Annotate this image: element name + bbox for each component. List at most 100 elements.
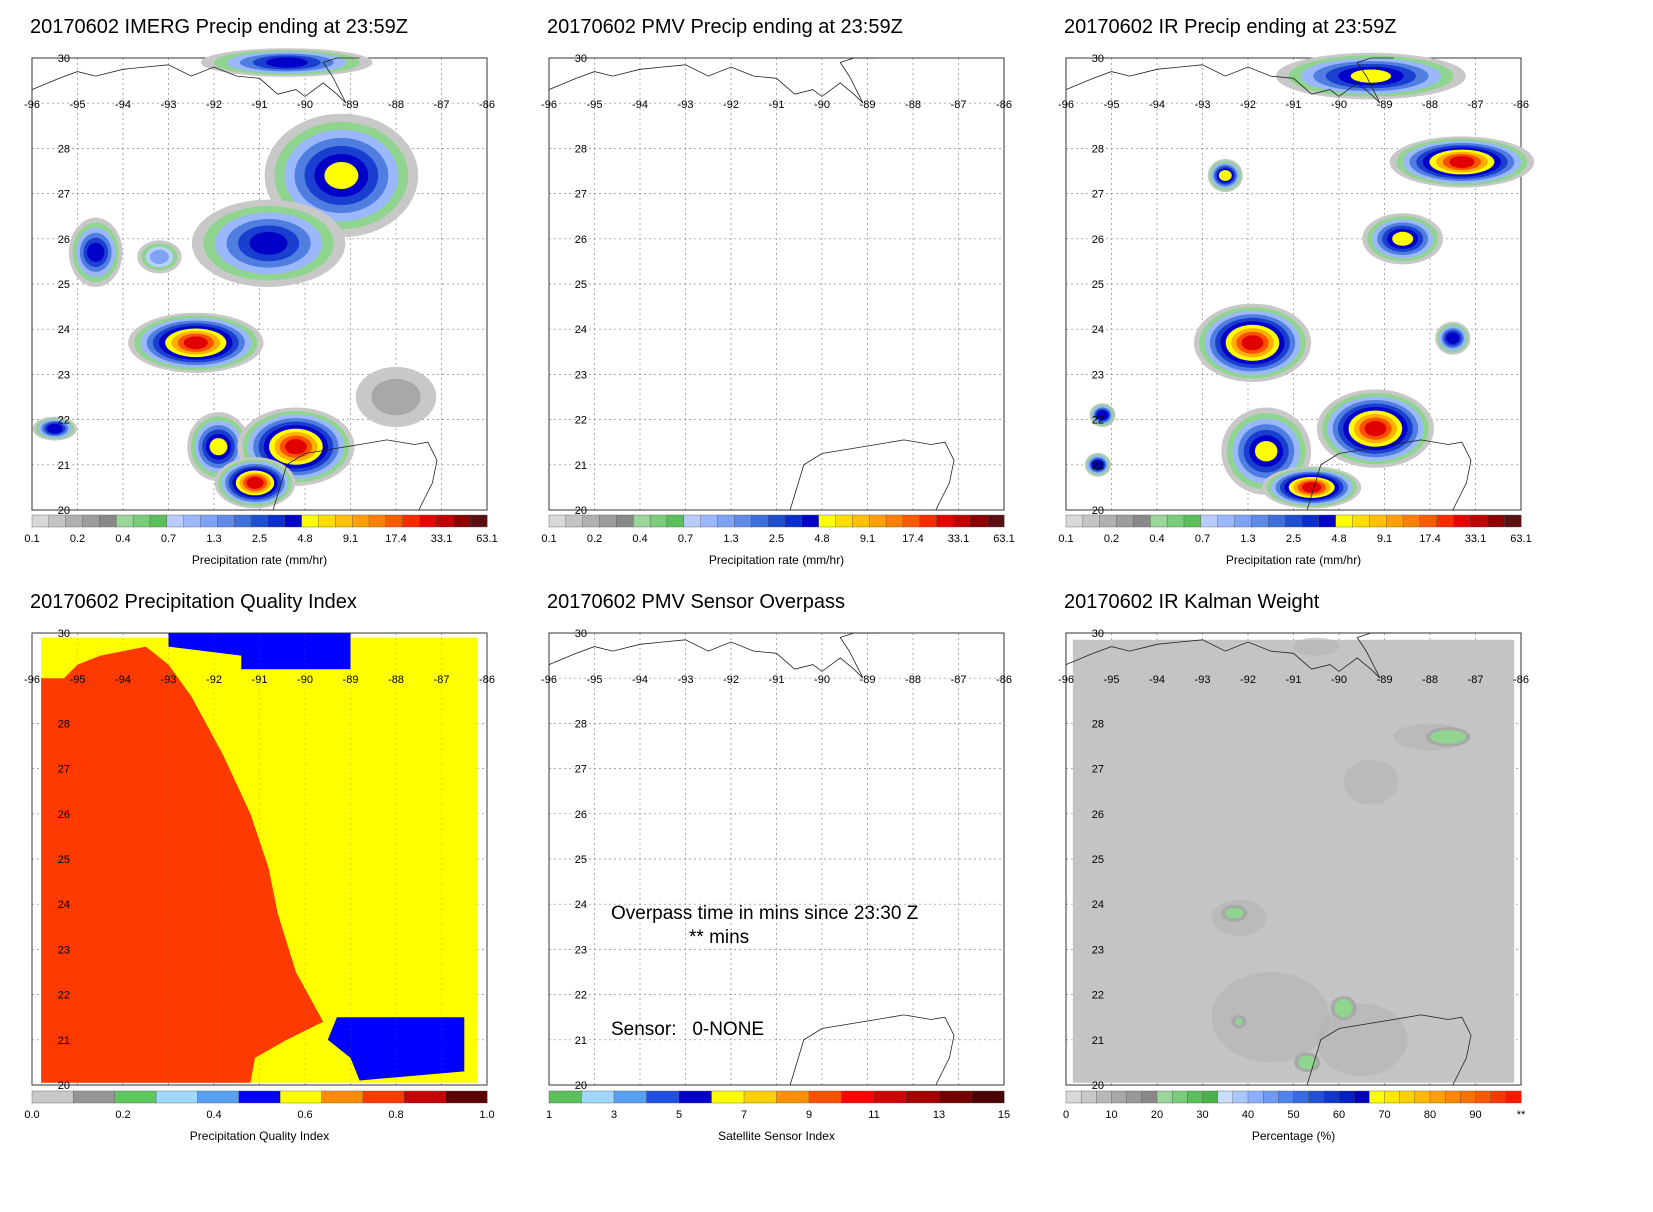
colorbar-cell (1323, 1090, 1340, 1104)
colorbar-tick-label: 0 (1063, 1109, 1069, 1121)
x-tick-label: -95 (587, 99, 603, 111)
y-tick-label: 21 (575, 460, 587, 472)
colorbar-cell (599, 514, 617, 528)
colorbar-cell (919, 514, 938, 528)
y-tick-label: 28 (575, 143, 587, 155)
colorbar-tick-label: 4.8 (814, 533, 829, 545)
colorbar-cell (200, 514, 218, 528)
colorbar-label: Precipitation Quality Index (190, 1129, 329, 1143)
colorbar-cell (906, 1090, 940, 1104)
colorbar-cell (808, 1090, 842, 1104)
kalman-contour (1298, 1055, 1317, 1070)
colorbar-tick-label: 17.4 (902, 533, 923, 545)
y-tick-label: 27 (58, 764, 70, 776)
x-tick-label: -93 (1195, 99, 1211, 111)
x-tick-label: -95 (1104, 99, 1120, 111)
colorbar-cell (436, 514, 454, 528)
quality-index-panel: 20170602 Precipitation Quality Index -96… (10, 585, 530, 1185)
colorbar-cell (1490, 1090, 1507, 1104)
colorbar-cell (1293, 1090, 1310, 1104)
y-tick-label: 24 (1092, 899, 1104, 911)
x-tick-label: -93 (161, 674, 177, 686)
y-tick-label: 30 (58, 53, 70, 65)
precip-contour (371, 378, 421, 416)
tick-labels: -96 -95 -94 -93 -92 -91 -90 -89 -88 -87 -86 30 28 27 2… (541, 53, 1012, 517)
x-tick-label: -90 (297, 99, 313, 111)
coastline-louisiana (548, 632, 877, 679)
x-tick-label: -94 (115, 674, 131, 686)
colorbar-cell (767, 514, 786, 528)
x-tick-label: -89 (860, 674, 876, 686)
colorbar-tick-label: 9.1 (1377, 533, 1392, 545)
plot-border (1065, 632, 1522, 1086)
colorbar-cell (717, 514, 735, 528)
colorbar-tick-label: 0.2 (70, 533, 85, 545)
y-tick-label: 21 (58, 460, 70, 472)
colorbar-cell (1318, 514, 1337, 528)
x-tick-label: -86 (996, 674, 1012, 686)
precip-contour (1092, 459, 1104, 470)
colorbar-cell (1436, 514, 1455, 528)
y-tick-label: 30 (575, 628, 587, 640)
coastline-yucatan (789, 1014, 955, 1086)
kalman-contour (1430, 730, 1467, 744)
colorbar-cell (938, 1090, 972, 1104)
y-tick-label: 30 (1092, 628, 1104, 640)
x-tick-label: -95 (70, 99, 86, 111)
colorbar: 0.1 0.2 0.4 0.7 1.3 2.5 4.8 9.1 17.4 33.1 63.1 Prec… (1058, 514, 1532, 567)
colorbar-cell (1369, 514, 1387, 528)
colorbar-cell (784, 514, 803, 528)
x-tick-label: -88 (905, 674, 921, 686)
y-tick-label: 30 (575, 53, 587, 65)
coastline-louisiana (31, 57, 360, 104)
colorbar-tick-label: 1.3 (206, 533, 221, 545)
colorbar-tick-label: 2.5 (252, 533, 267, 545)
colorbar-cell (284, 514, 303, 528)
precip-contour (1096, 410, 1109, 420)
y-tick-label: 22 (575, 415, 587, 427)
tick-labels: -96 -95 -94 -93 -92 -91 -90 -89 -88 -87 -86 30 28 27 2… (24, 53, 495, 517)
x-tick-label: -94 (1149, 99, 1165, 111)
colorbar-cell (1470, 514, 1488, 528)
colorbar-tick-label: 2.5 (1286, 533, 1301, 545)
x-tick-label: -90 (1331, 674, 1347, 686)
colorbar-cell (936, 514, 954, 528)
coastline-yucatan (272, 439, 438, 511)
precip-contour (87, 242, 105, 262)
colorbar-tick-label: 5 (676, 1109, 682, 1121)
colorbar-cell (82, 514, 100, 528)
colorbar-cell (1171, 1090, 1188, 1104)
y-tick-label: 27 (575, 764, 587, 776)
colorbar-cell (953, 514, 971, 528)
colorbar-cell (1247, 1090, 1264, 1104)
colorbar-tick-label: 0.0 (24, 1109, 39, 1121)
colorbar-tick-label: 9.1 (343, 533, 358, 545)
colorbar-cell (1065, 1090, 1082, 1104)
colorbar-cell (335, 514, 353, 528)
x-tick-label: -96 (541, 99, 557, 111)
precip-contour (183, 336, 208, 350)
colorbar-cell (65, 514, 84, 528)
colorbar-label: Precipitation rate (mm/hr) (1226, 553, 1361, 567)
y-tick-label: 22 (1092, 415, 1104, 427)
x-tick-label: -87 (434, 99, 450, 111)
x-tick-label: -92 (723, 99, 739, 111)
colorbar-cell (1096, 1090, 1113, 1104)
colorbar-tick-label: 63.1 (1510, 533, 1531, 545)
x-tick-label: -96 (1058, 674, 1074, 686)
colorbar-cell (711, 1090, 745, 1104)
x-tick-label: -91 (769, 99, 785, 111)
precip-contour (324, 162, 359, 189)
colorbar-tick-label: 50 (1287, 1109, 1299, 1121)
y-tick-label: 26 (575, 809, 587, 821)
colorbar-tick-label: 1.3 (723, 533, 738, 545)
kalman-shade (1343, 759, 1399, 805)
x-tick-label: -91 (769, 674, 785, 686)
colorbar-cell (445, 1090, 488, 1104)
y-tick-label: 20 (575, 505, 587, 517)
precip-contour (1241, 335, 1264, 351)
x-tick-label: -87 (434, 674, 450, 686)
ir-precip-chart: -96 -95 -94 -93 -92 -91 -90 -89 -88 -87 -86 30 28 27 2… (1058, 52, 1535, 567)
y-tick-label: 21 (575, 1035, 587, 1047)
colorbar-cell (1338, 1090, 1355, 1104)
